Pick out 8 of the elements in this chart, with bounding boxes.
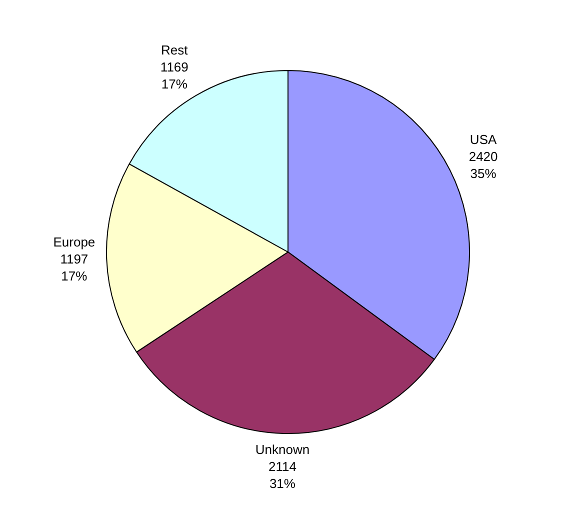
data-label: 1169 17%: [160, 59, 188, 92]
slice-label: Europe: [53, 234, 96, 250]
slice-label: Rest: [161, 42, 188, 58]
slice-label: USA: [470, 132, 497, 148]
slice-label: Unknown: [255, 442, 310, 458]
data-label: 2114 31%: [268, 459, 296, 492]
data-label: 2420 35%: [468, 149, 498, 182]
data-label: 1197 17%: [60, 251, 88, 284]
